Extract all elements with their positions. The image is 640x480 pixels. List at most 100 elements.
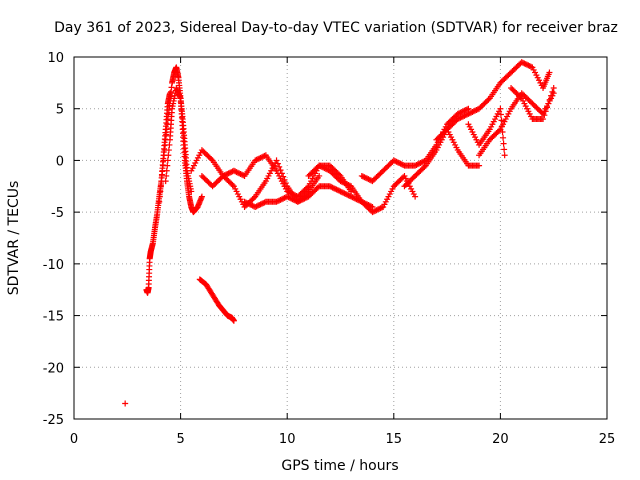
data-point (277, 196, 284, 203)
data-point (342, 180, 349, 187)
data-point (457, 114, 464, 121)
x-axis-label: GPS time / hours (281, 458, 398, 474)
data-point (232, 168, 239, 175)
data-point (341, 190, 348, 197)
data-point (369, 209, 376, 216)
data-point (290, 191, 297, 198)
series-lower-drop (196, 276, 237, 324)
data-point (498, 117, 505, 124)
data-point (258, 200, 265, 207)
data-point (254, 202, 261, 209)
data-point (540, 116, 547, 123)
data-point (163, 172, 170, 179)
x-tick-label: 5 (176, 432, 184, 447)
data-point (261, 199, 268, 206)
x-tick-label: 15 (386, 432, 403, 447)
data-point (288, 190, 295, 197)
data-point (252, 203, 259, 210)
data-point (289, 196, 296, 203)
data-point (317, 163, 324, 170)
data-point (324, 166, 331, 173)
data-point (314, 184, 321, 191)
data-point (390, 157, 397, 164)
data-point (281, 176, 288, 183)
series-wave-2 (198, 152, 355, 200)
data-point (341, 180, 348, 187)
data-point (376, 205, 383, 212)
data-point (256, 155, 263, 162)
y-tick-labels: -25 -20 -15 -10 -5 0 5 10 (43, 51, 64, 428)
data-point (525, 62, 532, 69)
data-points (122, 59, 557, 407)
data-point (256, 202, 263, 209)
data-point (250, 194, 257, 201)
series-wave-4 (305, 162, 419, 216)
data-point (304, 184, 311, 191)
data-point (522, 61, 529, 68)
data-point (517, 94, 524, 101)
data-point (242, 199, 249, 206)
data-point (499, 128, 506, 135)
y-tick-label: 5 (56, 103, 64, 118)
x-tick-label: 20 (492, 432, 509, 447)
data-point (358, 172, 365, 179)
data-point (257, 201, 264, 208)
data-point (296, 198, 303, 205)
data-point (420, 158, 427, 165)
data-point (460, 108, 467, 115)
data-point (244, 200, 251, 207)
data-point (496, 127, 503, 134)
data-point (286, 194, 293, 201)
data-point (501, 152, 508, 159)
data-point (220, 172, 227, 179)
plot-frame (73, 56, 608, 420)
data-point (340, 189, 347, 196)
y-tick-label: -5 (51, 206, 64, 221)
data-point (472, 107, 479, 114)
series-late-4 (508, 85, 557, 123)
data-point (349, 194, 356, 201)
series-early-rise (143, 90, 173, 296)
data-point (365, 176, 372, 183)
y-tick-label: -15 (43, 310, 64, 325)
series-late-3 (465, 105, 508, 159)
data-point (260, 153, 267, 160)
y-tick-label: -20 (43, 361, 64, 376)
data-point (545, 100, 552, 107)
x-tick-label: 0 (70, 432, 78, 447)
data-point (549, 88, 556, 95)
y-tick-label: -10 (43, 258, 64, 273)
data-point (368, 177, 375, 184)
series-isolated-point (122, 400, 129, 407)
data-point (461, 112, 468, 119)
data-point (458, 114, 465, 121)
data-point (400, 161, 407, 168)
data-point (222, 171, 229, 178)
data-point (288, 195, 295, 202)
data-point (456, 110, 463, 117)
data-point (254, 156, 261, 163)
data-point (462, 112, 469, 119)
data-point (162, 178, 169, 185)
y-tick-label: 0 (56, 154, 64, 169)
data-point (249, 202, 256, 209)
data-point (337, 178, 344, 185)
data-point (297, 197, 304, 204)
data-point (236, 170, 243, 177)
chart-title: Day 361 of 2023, Sidereal Day-to-day VTE… (54, 20, 618, 36)
data-point (501, 146, 508, 153)
data-point (460, 113, 467, 120)
data-point (392, 158, 399, 165)
data-point (345, 192, 352, 199)
data-point (320, 164, 327, 171)
data-point (373, 207, 380, 214)
data-point (350, 194, 357, 201)
data-point (457, 109, 464, 116)
data-point (300, 196, 307, 203)
data-point (285, 189, 292, 196)
data-point (468, 109, 475, 116)
data-point (208, 156, 215, 163)
data-point (500, 140, 507, 147)
data-point (397, 160, 404, 167)
